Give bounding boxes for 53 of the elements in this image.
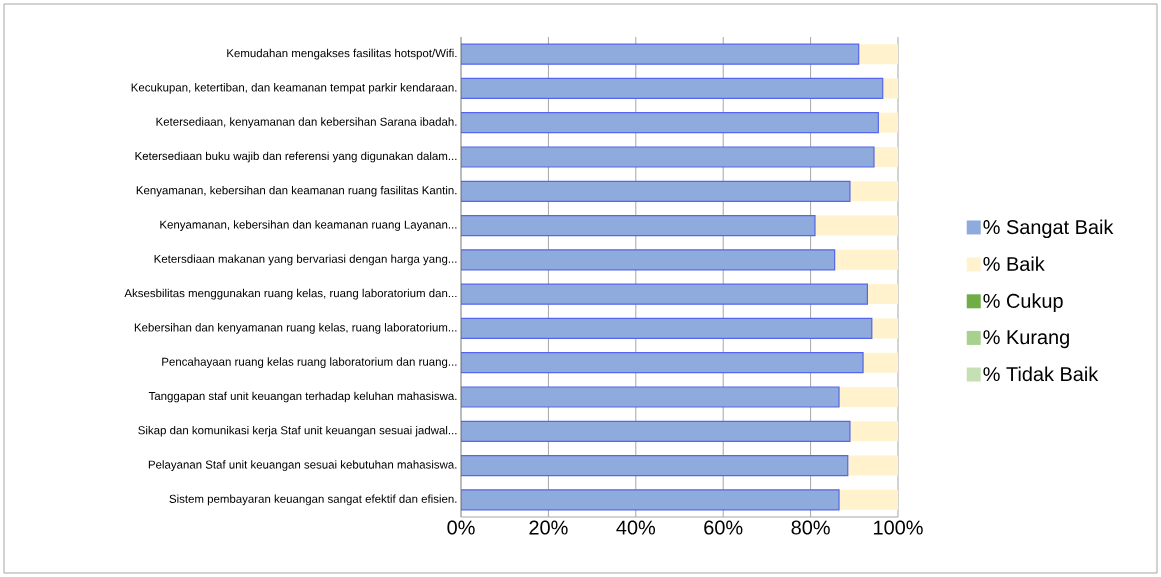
bar xyxy=(878,112,899,133)
bar xyxy=(461,489,840,511)
bar xyxy=(461,214,816,237)
legend-label: % Kurang xyxy=(983,330,1069,349)
legend-label: % Tidak Baik xyxy=(983,366,1099,382)
y-tick-label: Pelayanan Staf unit keuangan sesuai kebutuhan mahasiswa. xyxy=(148,460,457,471)
bar xyxy=(839,386,899,407)
bar xyxy=(461,146,875,168)
x-tick-label: 80% xyxy=(791,520,830,535)
bar xyxy=(461,180,851,202)
y-tick-label: Kebersihan dan kenyamanan ruang kelas, ruang laboratorium... xyxy=(134,323,457,334)
bar xyxy=(461,317,873,340)
bar xyxy=(461,386,840,408)
y-tick-label: Ketersdiaan makanan yang bervariasi dengan harga yang... xyxy=(154,254,457,266)
x-tick-label: 0% xyxy=(447,520,475,535)
bar xyxy=(882,78,899,99)
bar xyxy=(814,215,899,236)
bar xyxy=(839,489,899,510)
x-tick-label: 60% xyxy=(704,520,743,535)
legend-label: % Cukup xyxy=(983,293,1063,312)
bar xyxy=(461,352,864,374)
bar xyxy=(461,112,879,134)
bar xyxy=(871,318,899,339)
y-tick-label: Sikap dan komunikasi kerja Staf unit keuangan sesuai jadwal... xyxy=(138,425,457,437)
y-tick-label: Sistem pembayaran keuangan sangat efektif dan efisien. xyxy=(169,494,457,506)
y-tick-label: Aksesbilitas menggunakan ruang kelas, ruang laboratorium dan... xyxy=(124,288,457,300)
legend-label: % Baik xyxy=(983,256,1045,272)
bar xyxy=(461,454,849,477)
bar xyxy=(461,283,869,305)
bar xyxy=(461,249,836,271)
bar xyxy=(847,455,899,476)
bar xyxy=(834,249,899,270)
x-tick-label: 100% xyxy=(874,520,923,535)
bar xyxy=(849,421,899,442)
x-tick-label: 40% xyxy=(616,520,656,535)
bar xyxy=(873,146,899,167)
bar xyxy=(867,284,899,305)
y-tick-label: Kenyamanan, kebersihan dan keamanan ruang fasilitas Kantin. xyxy=(136,185,457,197)
bar xyxy=(461,420,851,442)
bar xyxy=(461,43,860,65)
y-tick-label: Kenyamanan, kebersihan dan keamanan ruang Layanan... xyxy=(160,220,457,231)
bar xyxy=(863,352,899,373)
legend-label: % Sangat Baik xyxy=(983,219,1114,239)
y-tick-label: Kemudahan mengakses fasilitas hotspot/Wifi. xyxy=(227,48,457,60)
y-tick-label: Pencahayaan ruang kelas ruang laboratorium dan ruang... xyxy=(162,357,457,369)
y-tick-label: Tanggapan staf unit keuangan terhadap keluhan mahasiswa. xyxy=(148,391,457,403)
bar xyxy=(849,181,899,202)
y-tick-label: Kecukupan, ketertiban, dan keamanan tempat parkir kendaraan. xyxy=(131,83,457,94)
y-tick-label: Ketersediaan, kenyamanan dan kebersihan Sarana ibadah. xyxy=(156,117,457,129)
y-tick-label: Ketersediaan buku wajib dan referensi yang digunakan dalam... xyxy=(135,151,457,163)
bar xyxy=(858,44,899,65)
x-tick-label: 20% xyxy=(529,520,568,535)
bar xyxy=(461,77,884,100)
